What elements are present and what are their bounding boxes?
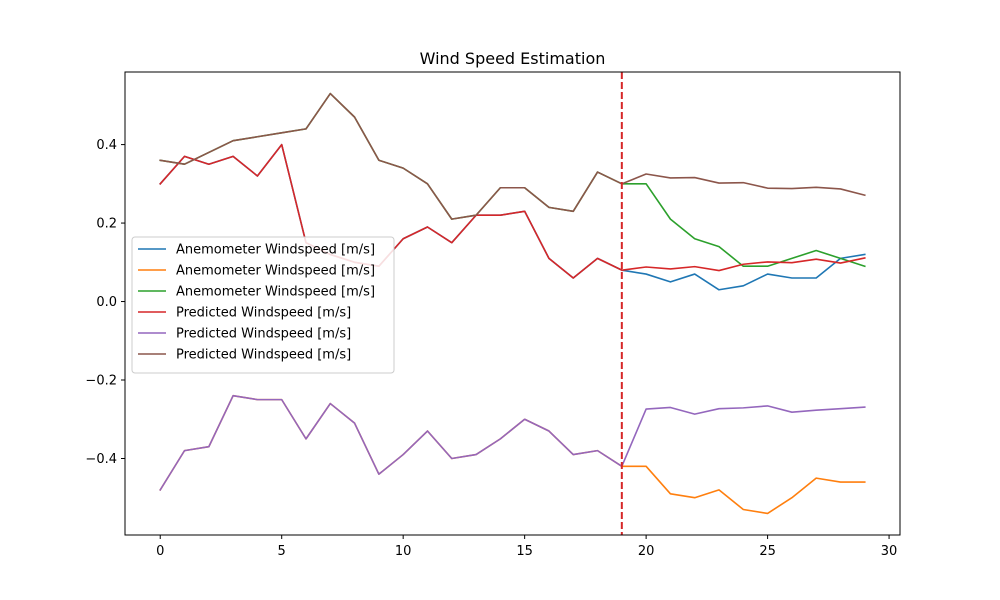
legend-label-1: Anemometer Windspeed [m/s] [176,243,375,258]
legend-label-2: Anemometer Windspeed [m/s] [176,264,375,279]
legend-label-4: Predicted Windspeed [m/s] [176,306,351,321]
series-line-4 [159,143,866,279]
x-tick-label: 10 [395,544,412,559]
x-tick-label: 25 [759,544,776,559]
series-line-6 [159,92,866,220]
axes-frame [124,71,901,536]
legend-label-5: Predicted Windspeed [m/s] [176,327,351,342]
y-tick-label: 0.2 [96,217,117,232]
x-tick-label: 0 [156,544,164,559]
y-tick-label: 0.0 [96,295,117,310]
legend-box [131,236,395,374]
plot-area: 0 5 10 15 20 25 30 0.4 0.2 0.0 −0.2 −0.4 [85,71,901,559]
series-line-5 [159,394,866,491]
y-tick-label: 0.4 [96,138,117,153]
legend-label-6: Predicted Windspeed [m/s] [176,348,351,363]
y-tick-label: −0.2 [85,374,117,389]
x-tick-label: 20 [638,544,655,559]
legend: Anemometer Windspeed [m/s] Anemometer Win… [131,236,395,374]
y-tick-label: −0.4 [85,452,117,467]
x-tick-label: 15 [516,544,533,559]
x-tick-label: 30 [881,544,898,559]
legend-label-3: Anemometer Windspeed [m/s] [176,285,375,300]
x-tick-label: 5 [278,544,286,559]
chart-title: Wind Speed Estimation [420,49,606,68]
